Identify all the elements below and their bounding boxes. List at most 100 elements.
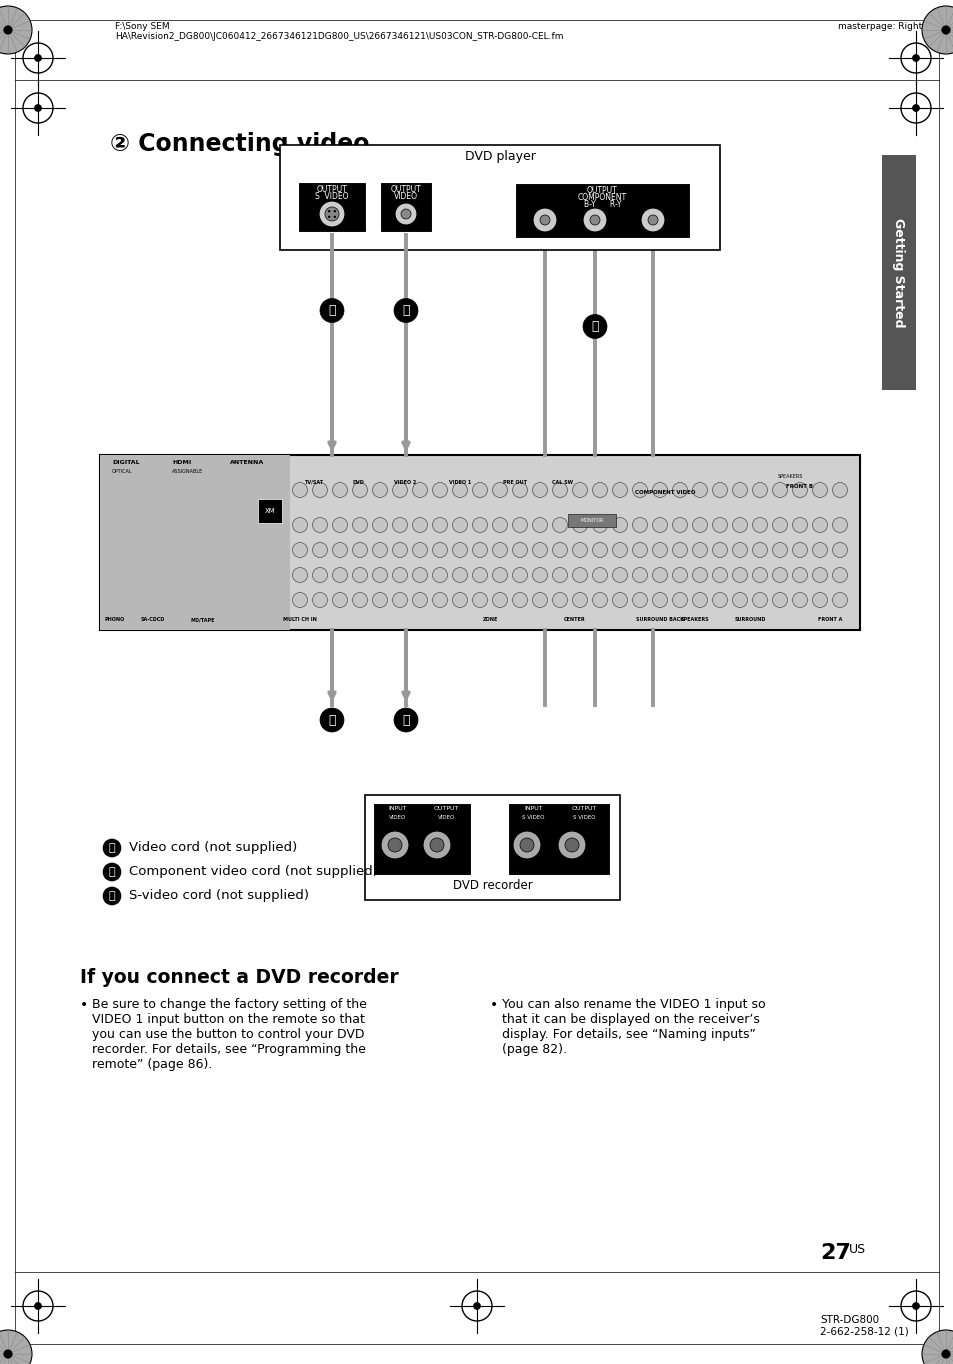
Circle shape	[34, 1303, 42, 1309]
Text: B-Y      R-Y: B-Y R-Y	[583, 201, 620, 209]
Circle shape	[692, 592, 707, 607]
Circle shape	[832, 483, 846, 498]
Circle shape	[772, 543, 786, 558]
Circle shape	[352, 543, 367, 558]
Circle shape	[692, 483, 707, 498]
Circle shape	[400, 209, 411, 220]
Circle shape	[372, 483, 387, 498]
Text: •: •	[490, 998, 497, 1012]
Circle shape	[792, 567, 806, 582]
Circle shape	[412, 517, 427, 532]
Circle shape	[432, 543, 447, 558]
Circle shape	[612, 592, 627, 607]
Circle shape	[792, 517, 806, 532]
Text: COMPONENT: COMPONENT	[578, 192, 626, 202]
Circle shape	[652, 543, 667, 558]
Circle shape	[589, 216, 599, 225]
Circle shape	[432, 567, 447, 582]
Text: Ⓐ: Ⓐ	[402, 304, 410, 316]
Circle shape	[432, 517, 447, 532]
Circle shape	[392, 592, 407, 607]
Text: that it can be displayed on the receiver’s: that it can be displayed on the receiver…	[501, 1013, 760, 1026]
Circle shape	[352, 592, 367, 607]
Circle shape	[772, 483, 786, 498]
Text: VIDEO: VIDEO	[437, 816, 455, 820]
Text: STR-DG800: STR-DG800	[820, 1315, 879, 1324]
Circle shape	[732, 543, 747, 558]
Circle shape	[492, 517, 507, 532]
Circle shape	[103, 863, 121, 881]
Circle shape	[372, 592, 387, 607]
Circle shape	[533, 207, 557, 232]
Text: MONITOR: MONITOR	[579, 517, 603, 522]
Circle shape	[103, 839, 121, 857]
Text: XM: XM	[264, 507, 275, 514]
Circle shape	[328, 216, 330, 218]
Circle shape	[632, 483, 647, 498]
Circle shape	[34, 105, 42, 112]
Circle shape	[612, 483, 627, 498]
Bar	[373, 803, 471, 874]
Circle shape	[558, 831, 585, 859]
Circle shape	[692, 567, 707, 582]
Circle shape	[513, 831, 540, 859]
Circle shape	[812, 567, 826, 582]
Text: PRE OUT: PRE OUT	[502, 480, 526, 486]
Circle shape	[832, 543, 846, 558]
Circle shape	[592, 543, 607, 558]
Circle shape	[313, 592, 327, 607]
Bar	[379, 181, 432, 232]
Circle shape	[372, 543, 387, 558]
Text: DVD player: DVD player	[464, 150, 535, 164]
Text: S-video cord (not supplied): S-video cord (not supplied)	[129, 889, 309, 903]
Circle shape	[812, 517, 826, 532]
Text: Video cord (not supplied): Video cord (not supplied)	[129, 842, 297, 854]
Circle shape	[412, 543, 427, 558]
Text: OUTPUT: OUTPUT	[316, 186, 347, 194]
Circle shape	[592, 592, 607, 607]
Text: OUTPUT: OUTPUT	[390, 186, 421, 194]
Circle shape	[334, 210, 335, 213]
Circle shape	[752, 483, 767, 498]
Bar	[257, 499, 282, 522]
Circle shape	[592, 567, 607, 582]
Circle shape	[572, 592, 587, 607]
Text: If you connect a DVD recorder: If you connect a DVD recorder	[80, 968, 398, 988]
Circle shape	[293, 483, 307, 498]
Circle shape	[712, 517, 727, 532]
Text: INPUT: INPUT	[388, 806, 406, 812]
Circle shape	[552, 517, 567, 532]
Bar	[365, 795, 619, 900]
Circle shape	[572, 543, 587, 558]
Text: Component video cord (not supplied): Component video cord (not supplied)	[129, 866, 377, 878]
Circle shape	[432, 592, 447, 607]
Circle shape	[492, 543, 507, 558]
Text: SPEAKERS: SPEAKERS	[680, 617, 709, 622]
Bar	[280, 145, 720, 250]
Circle shape	[752, 517, 767, 532]
Circle shape	[293, 567, 307, 582]
Circle shape	[632, 517, 647, 532]
Circle shape	[532, 567, 547, 582]
Text: S VIDEO: S VIDEO	[573, 816, 595, 820]
Circle shape	[632, 543, 647, 558]
Text: Ⓐ: Ⓐ	[109, 843, 115, 852]
Circle shape	[921, 5, 953, 55]
Circle shape	[941, 26, 949, 34]
Text: OUTPUT: OUTPUT	[586, 186, 618, 195]
Circle shape	[432, 483, 447, 498]
Text: HA\Revision2_DG800\JC060412_2667346121DG800_US\2667346121\US03CON_STR-DG800-CEL.: HA\Revision2_DG800\JC060412_2667346121DG…	[115, 31, 563, 41]
Circle shape	[572, 567, 587, 582]
Text: Ⓒ: Ⓒ	[328, 713, 335, 727]
Circle shape	[0, 5, 32, 55]
Text: Ⓑ: Ⓑ	[591, 321, 598, 333]
Circle shape	[392, 517, 407, 532]
Text: INPUT: INPUT	[523, 806, 542, 812]
Text: recorder. For details, see “Programming the: recorder. For details, see “Programming …	[91, 1043, 366, 1056]
Circle shape	[582, 207, 606, 232]
Circle shape	[392, 543, 407, 558]
Circle shape	[492, 567, 507, 582]
Circle shape	[472, 517, 487, 532]
Circle shape	[4, 26, 12, 34]
Circle shape	[532, 483, 547, 498]
